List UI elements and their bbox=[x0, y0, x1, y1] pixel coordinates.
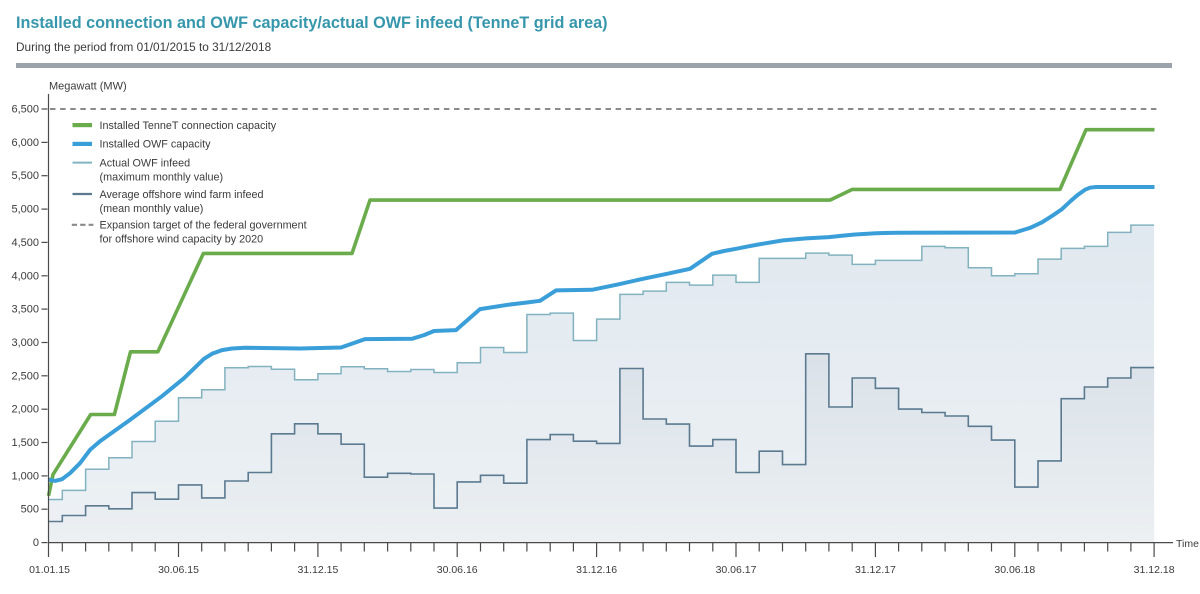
svg-text:Actual OWF infeed: Actual OWF infeed bbox=[100, 158, 191, 170]
svg-text:31.12.18: 31.12.18 bbox=[1134, 564, 1175, 576]
svg-text:0: 0 bbox=[33, 537, 39, 549]
svg-text:30.06.15: 30.06.15 bbox=[158, 564, 199, 576]
svg-text:1,000: 1,000 bbox=[11, 470, 39, 482]
svg-text:Expansion target of the federa: Expansion target of the federal governme… bbox=[100, 220, 307, 232]
svg-text:(maximum monthly value): (maximum monthly value) bbox=[100, 172, 224, 184]
svg-text:5,500: 5,500 bbox=[11, 170, 39, 182]
svg-text:(mean monthly value): (mean monthly value) bbox=[100, 203, 204, 215]
svg-text:31.12.16: 31.12.16 bbox=[576, 564, 617, 576]
svg-text:4,000: 4,000 bbox=[11, 270, 39, 282]
svg-text:3,500: 3,500 bbox=[11, 304, 39, 316]
svg-text:Installed OWF capacity: Installed OWF capacity bbox=[100, 139, 212, 151]
svg-text:31.12.15: 31.12.15 bbox=[297, 564, 338, 576]
svg-text:for offshore wind capacity by: for offshore wind capacity by 2020 bbox=[100, 234, 264, 246]
svg-text:30.06.17: 30.06.17 bbox=[716, 564, 757, 576]
svg-text:4,500: 4,500 bbox=[11, 237, 39, 249]
svg-text:2,500: 2,500 bbox=[11, 370, 39, 382]
svg-text:1,500: 1,500 bbox=[11, 437, 39, 449]
svg-text:Average offshore wind farm inf: Average offshore wind farm infeed bbox=[100, 189, 264, 201]
svg-text:30.06.18: 30.06.18 bbox=[994, 564, 1035, 576]
svg-text:01.01.15: 01.01.15 bbox=[29, 564, 70, 576]
svg-text:500: 500 bbox=[21, 504, 39, 516]
svg-text:31.12.17: 31.12.17 bbox=[855, 564, 896, 576]
svg-text:5,000: 5,000 bbox=[11, 204, 39, 216]
svg-text:Time: Time bbox=[1176, 538, 1199, 550]
svg-text:Megawatt (MW): Megawatt (MW) bbox=[49, 81, 127, 93]
svg-text:6,500: 6,500 bbox=[11, 104, 39, 116]
svg-text:6,000: 6,000 bbox=[11, 137, 39, 149]
svg-text:Installed TenneT connection ca: Installed TenneT connection capacity bbox=[100, 120, 277, 132]
svg-text:30.06.16: 30.06.16 bbox=[437, 564, 478, 576]
svg-text:3,000: 3,000 bbox=[11, 337, 39, 349]
svg-text:2,000: 2,000 bbox=[11, 404, 39, 416]
